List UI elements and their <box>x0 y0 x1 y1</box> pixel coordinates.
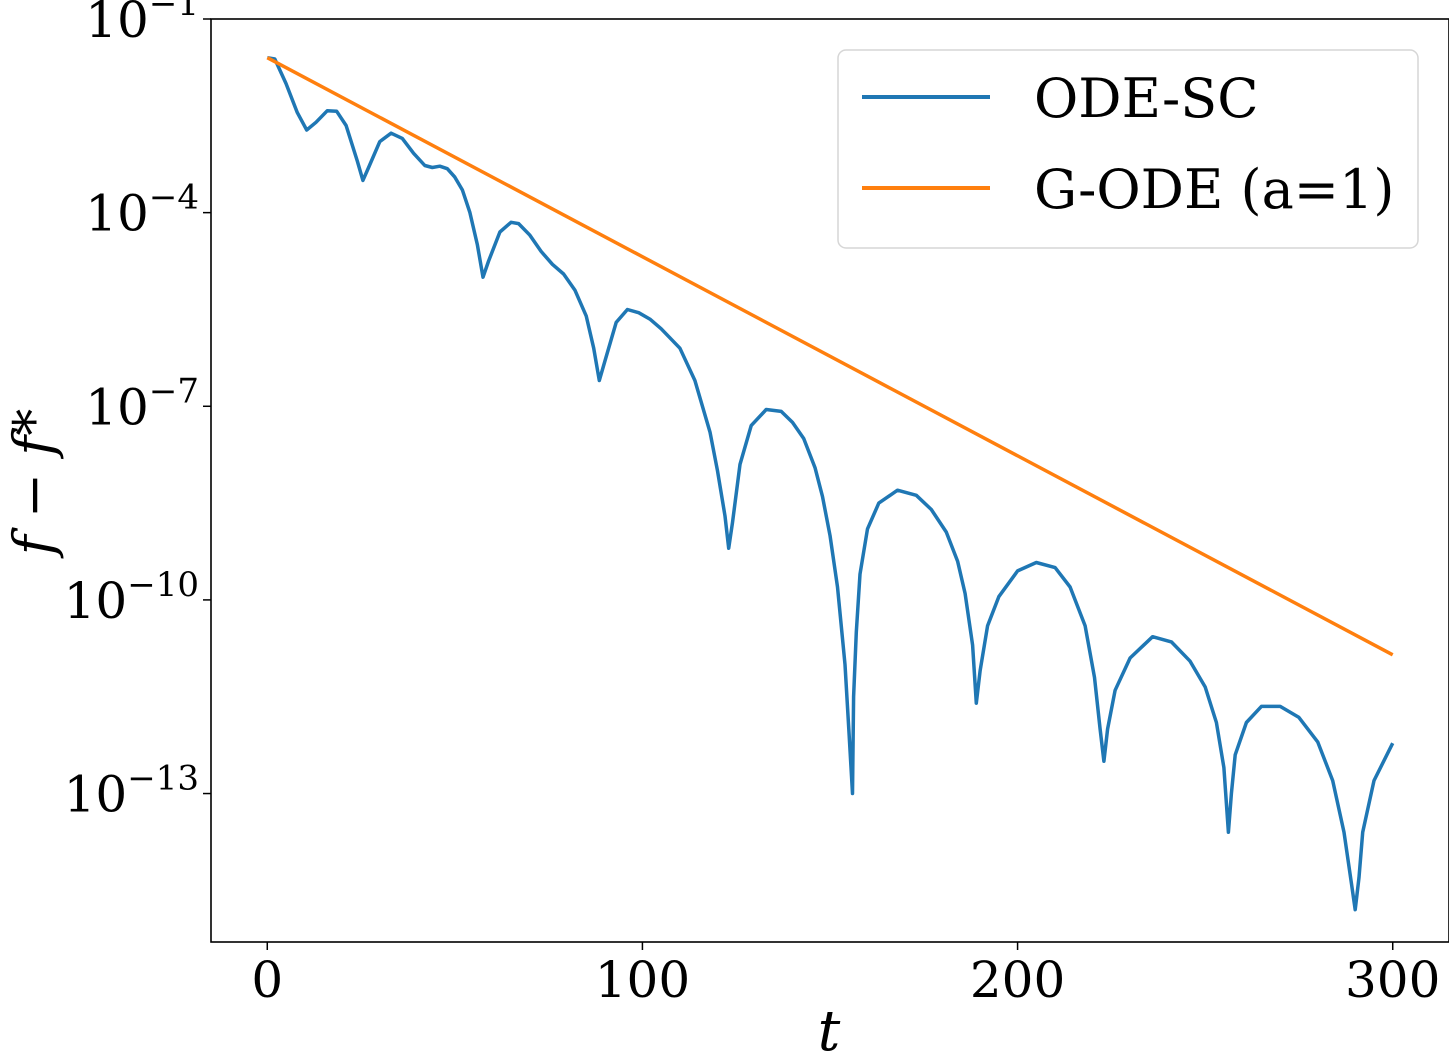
y-tick-label: 10−7 <box>85 371 199 436</box>
y-tick-label: 10−13 <box>64 759 199 824</box>
x-tick-label: 200 <box>970 951 1065 1009</box>
legend-box <box>837 49 1419 249</box>
series-line-g-ode-a-1 <box>266 56 1394 657</box>
legend-label-ode-sc: ODE-SC <box>1034 67 1259 130</box>
y-tick-label: 10−1 <box>85 0 199 49</box>
y-tick-label: 10−4 <box>85 178 199 243</box>
x-axis-ticks: 0 100 200 300 <box>251 942 1440 1009</box>
y-tick-label: 10−10 <box>64 565 199 630</box>
y-axis-ticks: 10−1 10−4 10−7 10−10 10−13 <box>64 0 211 824</box>
x-tick-label: 300 <box>1345 951 1440 1009</box>
x-axis-label: t <box>818 999 841 1063</box>
plot-frame <box>210 18 1449 943</box>
series-line-ode-sc <box>267 55 1395 912</box>
y-axis-label: f − f* <box>2 409 65 560</box>
legend: ODE-SC G-ODE (a=1) <box>837 49 1419 249</box>
x-tick-label: 100 <box>595 951 690 1009</box>
legend-label-g-ode: G-ODE (a=1) <box>1034 158 1394 221</box>
x-tick-label: 0 <box>251 951 283 1009</box>
series-layer <box>266 55 1395 912</box>
